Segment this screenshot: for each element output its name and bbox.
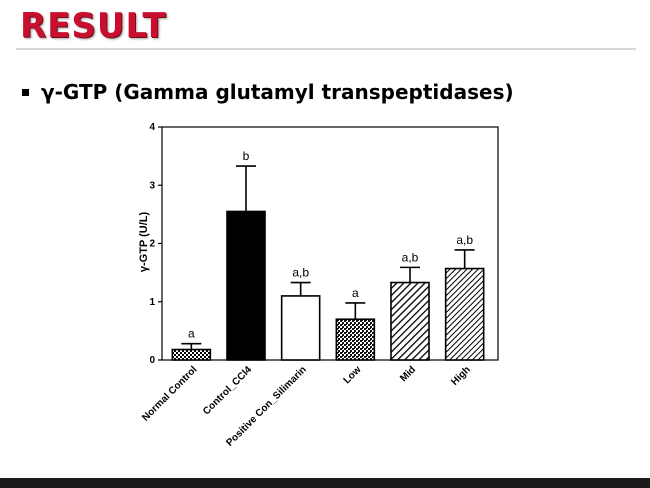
significance-label: a [352,286,359,300]
bullet-heading: γ-GTP (Gamma glutamyl transpeptidases) [22,80,514,104]
y-tick-label: 4 [149,122,155,133]
y-axis-label: γ-GTP (U/L) [138,212,150,273]
significance-label: a,b [402,250,419,264]
bar [335,318,376,361]
significance-label: a [188,327,195,341]
chart-axes: 0 1 2 3 4 [149,122,499,366]
x-tick-label: Mid [398,364,418,384]
significance-label: a,b [456,233,473,247]
x-tick-label: Normal Control [140,364,199,423]
chart-bars [171,165,485,361]
x-tick-label: High [449,364,472,387]
significance-label: b [243,149,250,163]
bullet-heading-text: γ-GTP (Gamma glutamyl transpeptidases) [41,80,514,104]
bar [390,281,430,361]
significance-label: a,b [292,266,309,280]
bar [280,295,321,361]
slide-title: RESULT [20,6,167,46]
bullet-square-icon [22,88,29,96]
y-tick-label: 2 [149,239,155,250]
bar [444,267,485,361]
y-tick-label: 0 [149,355,155,366]
bar [226,210,266,361]
y-tick-label: 3 [149,180,155,191]
y-tick-label: 1 [149,297,155,308]
x-tick-label: Low [342,364,364,386]
bar [171,348,212,361]
title-divider [16,48,636,50]
footer-bar [0,478,650,488]
x-tick-label: Control_CCl4 [201,364,254,417]
